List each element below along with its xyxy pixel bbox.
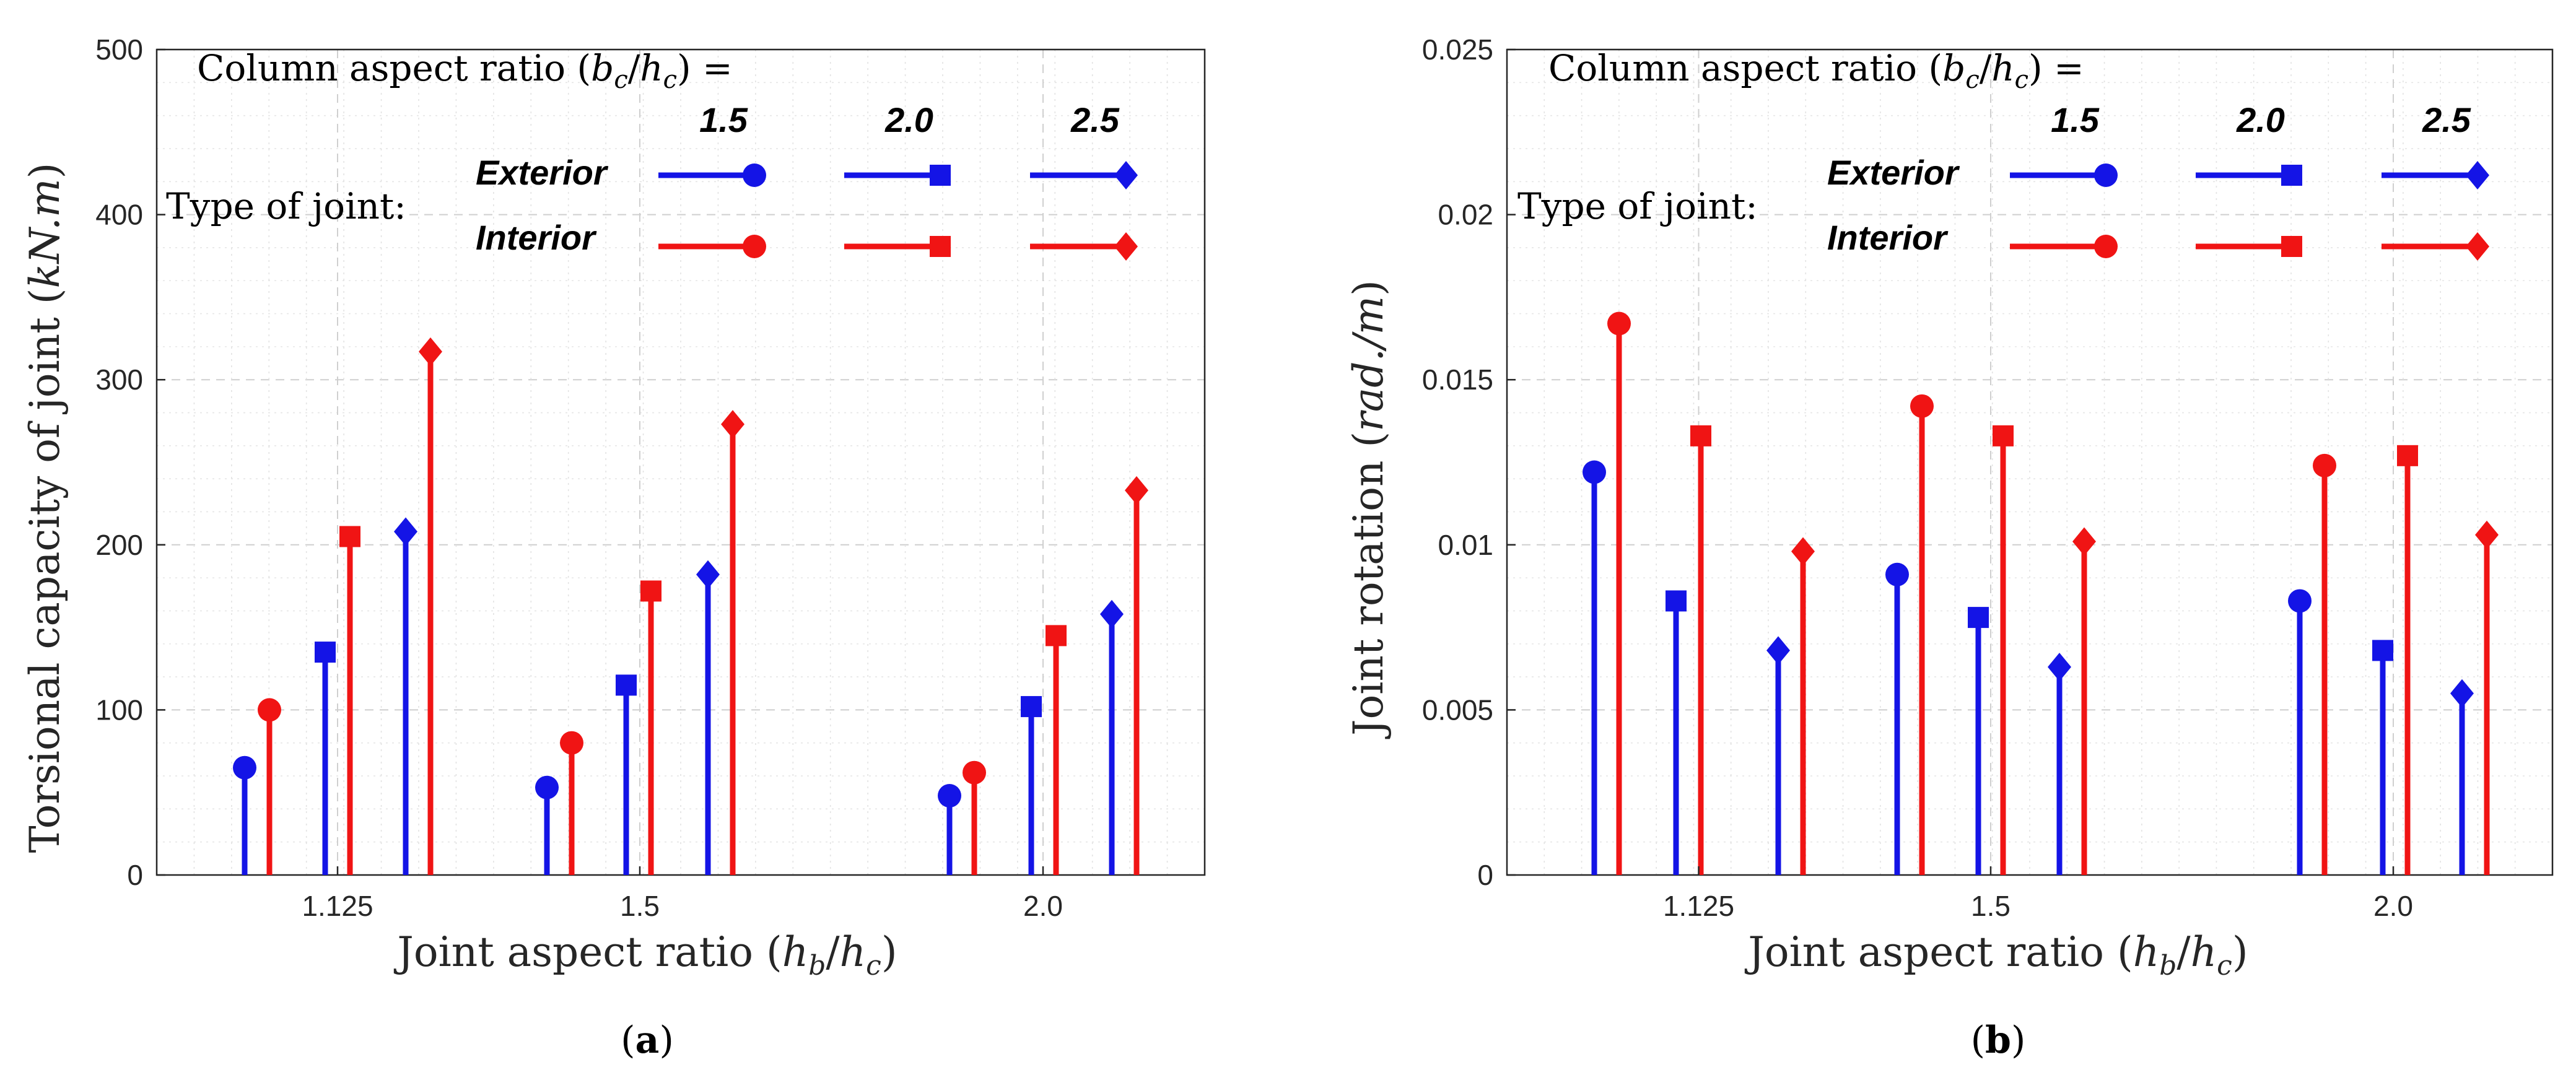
legend-marker-circle <box>2094 235 2118 258</box>
y-tick-label: 0 <box>127 859 143 891</box>
stem-marker-square <box>2372 640 2393 661</box>
y-tick-label: 0.025 <box>1422 33 1493 66</box>
axes-box-b <box>1506 48 2554 876</box>
legend-column-title-a: Column aspect ratio (bc/hc) = <box>197 47 733 94</box>
y-tick-label: 500 <box>95 33 143 66</box>
axes-box-a <box>155 48 1206 876</box>
x-tick-label: 1.5 <box>620 890 660 922</box>
stem-marker-square <box>640 580 661 602</box>
stem-marker-diamond <box>696 560 720 589</box>
legend-aspect-2-b: 2.0 <box>2236 100 2285 139</box>
stem-marker-circle <box>560 731 583 755</box>
stem-marker-square <box>1666 590 1687 612</box>
stem-marker-diamond <box>721 410 744 439</box>
stem-marker-circle <box>1607 311 1631 336</box>
x-tick-label: 2.0 <box>1023 890 1063 922</box>
stem-marker-square <box>2397 445 2418 466</box>
stem-marker-diamond <box>394 517 417 546</box>
x-tick-label: 2.0 <box>2373 890 2413 922</box>
legend-marker-square <box>930 236 951 257</box>
y-axis-label-b: Joint rotation (rad./m) <box>1345 280 1392 739</box>
legend-joint-title-b: Type of joint: <box>1517 185 1758 227</box>
stem-marker-circle <box>258 698 281 722</box>
legend-marker-diamond <box>2466 161 2489 189</box>
stem-marker-circle <box>938 784 961 808</box>
legend-b: Column aspect ratio (bc/hc) = Type of jo… <box>1517 47 2489 261</box>
stem-marker-diamond <box>1100 599 1124 629</box>
stem-marker-square <box>616 674 637 696</box>
stem-marker-circle <box>535 775 559 799</box>
stem-marker-circle <box>1885 562 1909 586</box>
x-axis-label-a: Joint aspect ratio (hb/hc) <box>393 928 897 981</box>
legend-interior-label-b: Interior <box>1827 218 1949 257</box>
stem-marker-diamond <box>1791 537 1815 566</box>
legend-aspect-3-a: 2.5 <box>1070 100 1120 139</box>
legend-marker-circle <box>743 163 766 187</box>
x-tick-label: 1.5 <box>1971 890 2011 922</box>
y-tick-label: 200 <box>95 529 143 561</box>
legend-interior-label-a: Interior <box>476 218 597 257</box>
stem-marker-square <box>315 642 336 663</box>
y-tick-label: 100 <box>95 694 143 726</box>
legend-aspect-2-a: 2.0 <box>884 100 933 139</box>
stem-marker-diamond <box>2048 653 2071 682</box>
legend-marker-diamond <box>1114 232 1138 261</box>
stem-marker-square <box>1690 425 1711 446</box>
y-tick-label: 300 <box>95 363 143 396</box>
panel-b: 0 0.005 0.01 0.015 0.02 0.025 1.125 1.5 2.0 Joi… <box>1345 33 2554 1062</box>
stem-marker-circle <box>963 760 986 785</box>
y-tick-label: 0 <box>1477 859 1493 891</box>
legend-marker-diamond <box>1114 161 1138 189</box>
legend-joint-title-a: Type of joint: <box>166 185 406 227</box>
stem-marker-diamond <box>2072 527 2096 556</box>
y-tick-label: 0.005 <box>1422 694 1493 726</box>
legend-marker-square <box>2281 236 2302 257</box>
y-axis-label-a: Torsional capacity of joint (kN.m) <box>21 163 69 853</box>
y-tick-label: 0.015 <box>1422 363 1493 396</box>
legend-marker-square <box>930 165 951 186</box>
legend-marker-diamond <box>2466 232 2489 261</box>
legend-aspect-1-b: 1.5 <box>2051 100 2100 139</box>
x-tick-label: 1.125 <box>1663 890 1734 922</box>
stem-marker-circle <box>1910 394 1934 418</box>
stem-marker-circle <box>2288 589 2312 613</box>
stem-marker-diamond <box>1766 636 1790 665</box>
legend-exterior-label-b: Exterior <box>1827 153 1960 192</box>
stem-marker-diamond <box>419 337 442 366</box>
legend-marker-square <box>2281 165 2302 186</box>
stem-marker-diamond <box>1125 476 1148 505</box>
legend-aspect-3-b: 2.5 <box>2422 100 2471 139</box>
legend-exterior-label-a: Exterior <box>476 153 609 192</box>
legend-a: Column aspect ratio (bc/hc) = Type of jo… <box>166 47 1138 261</box>
stem-marker-square <box>1046 625 1067 646</box>
y-tick-label: 0.02 <box>1438 199 1493 231</box>
x-tick-label: 1.125 <box>302 890 373 922</box>
stem-marker-circle <box>233 755 256 780</box>
stem-marker-diamond <box>2475 520 2499 549</box>
panel-label-a: (a) <box>621 1019 674 1062</box>
stem-marker-circle <box>1583 460 1606 484</box>
legend-column-title-b: Column aspect ratio (bc/hc) = <box>1548 47 2084 94</box>
y-tick-label: 400 <box>95 199 143 231</box>
panel-a: 0 100 200 300 400 500 1.125 1.5 2.0 Torsional c… <box>21 33 1206 1062</box>
x-axis-label-b: Joint aspect ratio (hb/hc) <box>1744 928 2248 981</box>
stem-marker-square <box>339 526 360 547</box>
legend-marker-circle <box>743 235 766 258</box>
panel-label-b: (b) <box>1971 1019 2026 1062</box>
legend-aspect-1-a: 1.5 <box>699 100 748 139</box>
stem-marker-diamond <box>2450 679 2474 708</box>
stem-marker-square <box>1968 607 1989 629</box>
legend-marker-circle <box>2094 163 2118 187</box>
y-tick-label: 0.01 <box>1438 529 1493 561</box>
stem-marker-square <box>1993 425 2014 446</box>
stem-marker-square <box>1021 696 1042 718</box>
stem-marker-circle <box>2313 453 2336 477</box>
